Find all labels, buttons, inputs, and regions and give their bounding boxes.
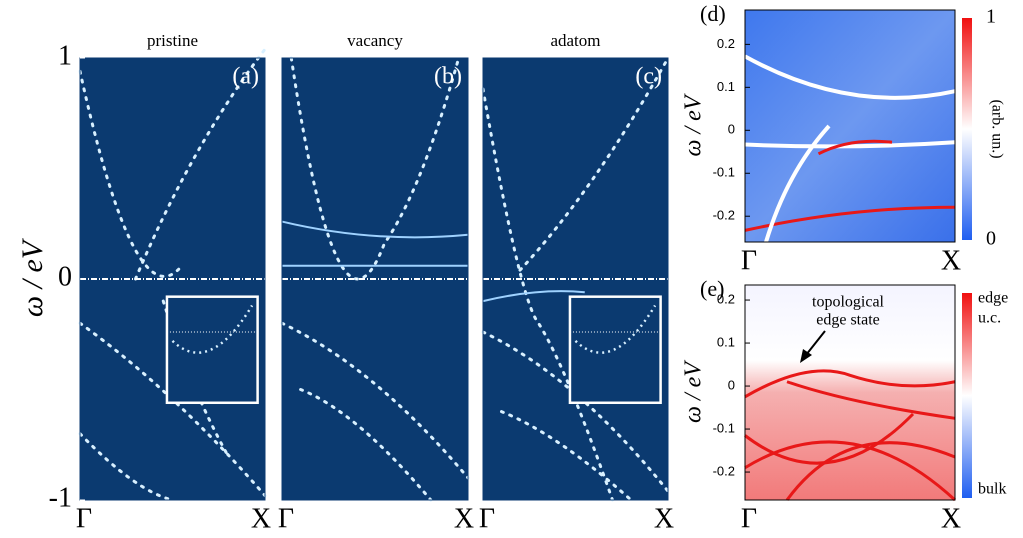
band [502, 412, 632, 500]
band-sketch [483, 58, 668, 500]
y-tick-label: 0 [728, 377, 735, 392]
heatmap [745, 285, 955, 500]
panel-title: pristine [147, 31, 198, 50]
annotation: edge state [816, 312, 880, 329]
x-tick-label: Γ [76, 503, 92, 534]
frame [482, 57, 669, 501]
y-tick-label: -0.1 [713, 420, 735, 435]
panel-label: (c) [635, 64, 662, 90]
colorbar-label: (arb. un.) [988, 99, 1005, 158]
colorbar [962, 18, 972, 240]
band [787, 382, 955, 419]
panel-label: (a) [232, 64, 259, 90]
band [80, 434, 173, 500]
y-tick-label: -1 [49, 482, 72, 513]
y-tick-label: -0.2 [713, 208, 735, 223]
colorbar-label: edge [978, 290, 1008, 307]
band [745, 142, 955, 146]
y-axis-label: ω / eV [681, 93, 707, 156]
inset-band [171, 304, 254, 354]
y-tick-label: 0 [58, 261, 72, 292]
x-tick-label: X [941, 503, 961, 534]
band [483, 332, 668, 491]
band [745, 442, 955, 500]
band [520, 58, 668, 270]
colorbar [962, 293, 972, 498]
band [80, 71, 182, 276]
y-tick-label: 0.1 [717, 79, 735, 94]
arrow-head [800, 349, 812, 363]
y-tick-label: -0.2 [713, 463, 735, 478]
x-tick-label: X [941, 245, 961, 276]
x-tick-label: X [251, 503, 271, 534]
y-tick-label: 0.2 [717, 291, 735, 306]
x-tick-label: Γ [741, 503, 757, 534]
x-tick-label: X [654, 503, 674, 534]
y-tick-label: 0.2 [717, 36, 735, 51]
x-tick-label: X [454, 503, 474, 534]
y-tick-label: 0.1 [717, 334, 735, 349]
band [301, 390, 431, 501]
colorbar-tick-label: 1 [986, 6, 996, 28]
y-tick-label: 1 [58, 40, 72, 71]
band [136, 49, 266, 279]
panel-label: (d) [700, 1, 726, 26]
inset-band [574, 304, 657, 354]
y-axis-label: ω / eV [16, 237, 49, 317]
colorbar-label: u.c. [978, 310, 1001, 327]
band-sketch [745, 56, 955, 242]
band [483, 89, 613, 500]
colorbar-label: bulk [978, 481, 1006, 498]
panel-title: adatom [550, 31, 600, 50]
x-tick-label: Γ [278, 503, 294, 534]
frame [281, 57, 469, 501]
x-tick-label: Γ [741, 245, 757, 276]
panel-label: (e) [700, 276, 724, 301]
band [282, 222, 468, 238]
y-axis-label: ω / eV [681, 360, 707, 423]
band [745, 56, 955, 97]
panel-title: vacancy [347, 31, 403, 50]
y-tick-label: -0.1 [713, 165, 735, 180]
y-tick-label: 0 [728, 122, 735, 137]
x-tick-label: Γ [479, 503, 495, 534]
annotation: topological [812, 294, 885, 311]
band [483, 291, 585, 301]
colorbar-tick-label: 0 [986, 228, 996, 250]
band [745, 414, 913, 463]
band [745, 371, 955, 397]
frame [744, 9, 956, 243]
arrow [805, 330, 826, 356]
band [282, 323, 468, 478]
frame [744, 284, 956, 501]
band-sketch [745, 371, 955, 500]
band [819, 141, 893, 154]
panel-label: (b) [434, 64, 462, 90]
band [291, 58, 458, 279]
band-sketch [282, 58, 468, 500]
band [766, 126, 829, 242]
